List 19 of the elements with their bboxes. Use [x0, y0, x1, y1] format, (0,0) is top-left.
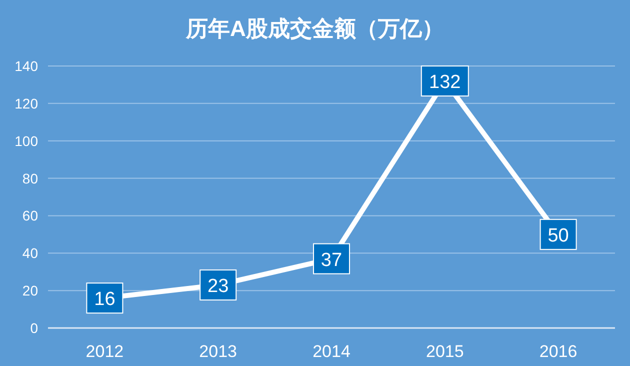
y-tick-label: 100 [14, 132, 38, 149]
x-tick-label: 2012 [86, 342, 124, 361]
x-tick-label: 2016 [539, 342, 578, 361]
chart-title: 历年A股成交金额（万亿） [185, 16, 444, 41]
x-tick-label: 2013 [199, 342, 238, 361]
y-tick-label: 0 [30, 320, 38, 336]
y-tick-label: 140 [14, 58, 38, 74]
data-label: 132 [429, 72, 461, 93]
data-label: 23 [208, 276, 229, 297]
y-tick-label: 120 [14, 95, 38, 112]
data-label: 16 [94, 289, 116, 310]
y-tick-label: 20 [22, 282, 38, 299]
data-label: 50 [548, 225, 569, 246]
data-label: 37 [320, 250, 342, 271]
y-tick-label: 80 [22, 170, 38, 186]
y-tick-label: 40 [22, 245, 38, 262]
x-tick-label: 2015 [426, 342, 464, 361]
y-tick-label: 60 [22, 208, 38, 224]
x-tick-label: 2014 [312, 342, 350, 361]
